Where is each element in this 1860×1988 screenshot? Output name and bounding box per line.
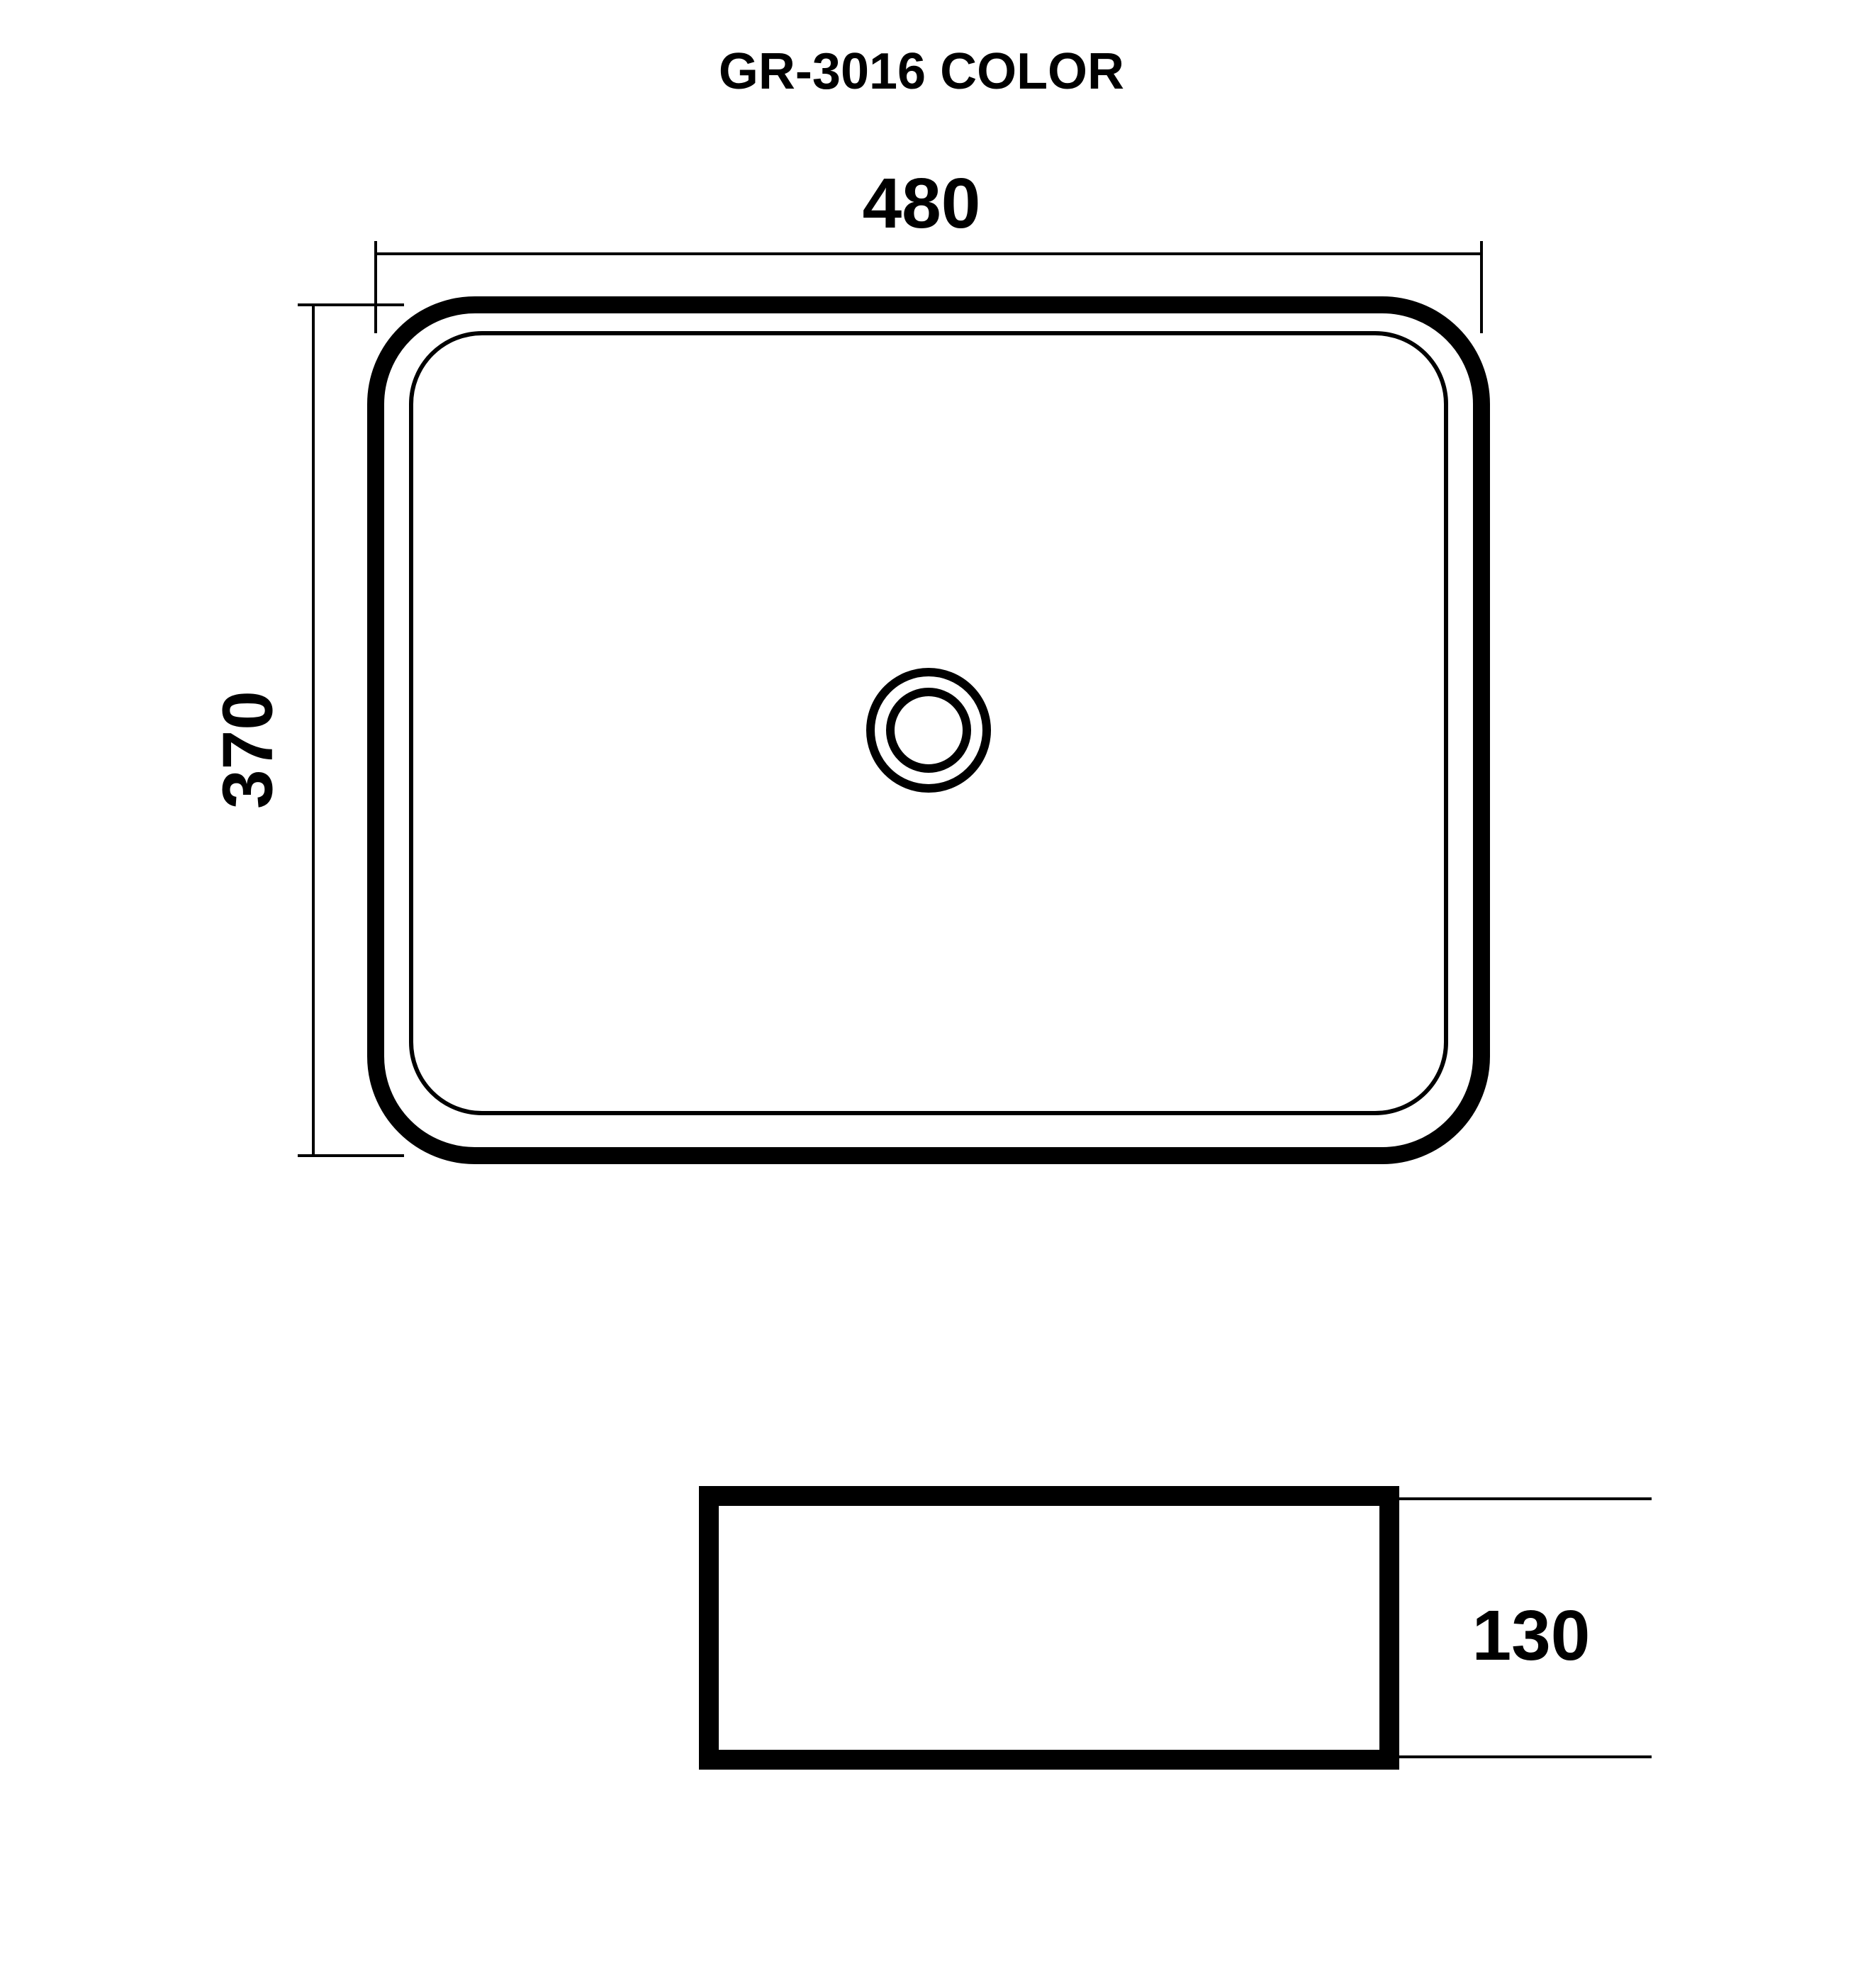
technical-drawing (0, 0, 1860, 1988)
